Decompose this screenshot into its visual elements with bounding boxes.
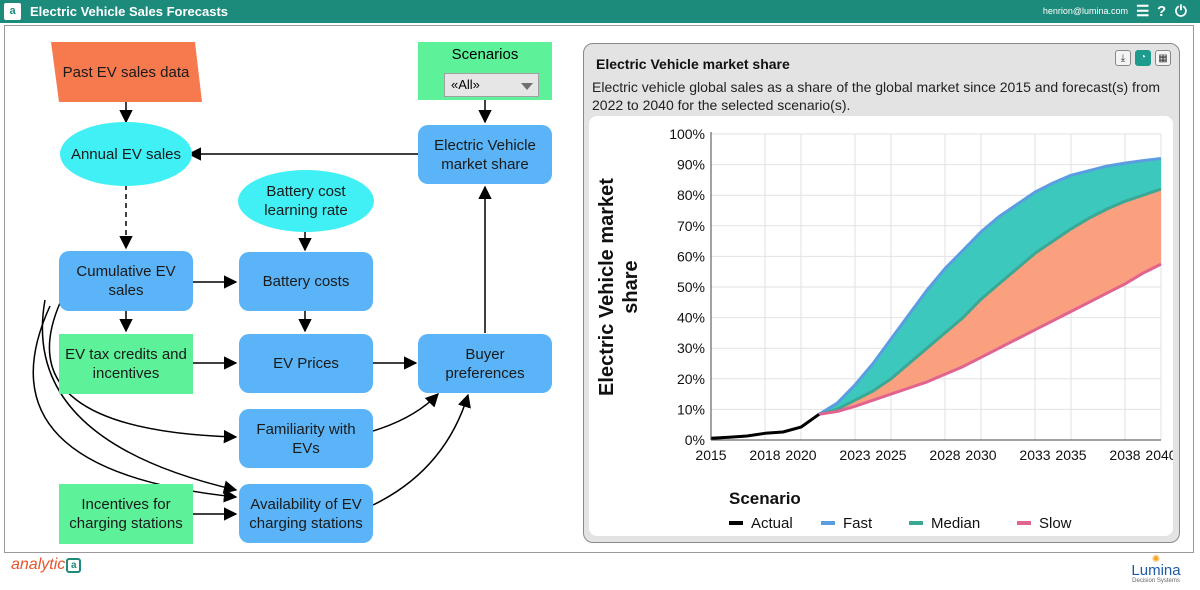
series-line-fast — [818, 157, 1162, 416]
past-sales-node[interactable]: Past EV sales data — [51, 42, 202, 102]
cumulative-sales-node[interactable]: Cumulative EV sales — [59, 251, 193, 311]
y-tick-label: 40% — [677, 310, 705, 326]
x-tick-label: 2025 — [875, 447, 906, 463]
tax-credits-label: EV tax credits and incentives — [65, 346, 187, 382]
past-sales-label: Past EV sales data — [63, 64, 190, 81]
ev-prices-label: EV Prices — [273, 355, 339, 372]
x-tick-label: 2028 — [929, 447, 960, 463]
band-median-slow — [819, 189, 1161, 415]
battery-costs-label: Battery costs — [262, 273, 350, 290]
x-tick-label: 2020 — [785, 447, 816, 463]
availability-node[interactable]: Availability of EV charging stations — [239, 484, 373, 543]
chart-view-icon[interactable]: ◔ — [1135, 50, 1151, 66]
y-axis-label: Electric Vehicle market share — [596, 178, 642, 396]
series-line-slow — [818, 262, 1162, 416]
buyer-prefs-label: Buyer preferences — [445, 345, 525, 382]
x-tick-labels: 2015 2018 2020 2023 2025 2028 2030 2033 2035 2038… — [695, 447, 1176, 463]
chevron-down-icon[interactable] — [521, 83, 533, 90]
legend-label-slow: Slow — [1039, 515, 1072, 532]
chart-lines — [710, 157, 1162, 440]
y-tick-label: 0% — [685, 432, 705, 448]
scenarios-node: Scenarios «All» — [418, 42, 552, 100]
chart-area: 0% 10% 20% 30% 40% 50% 60% 70% 80% 90% 100% 2015 20… — [589, 116, 1177, 536]
x-tick-label: 2023 — [839, 447, 870, 463]
power-icon[interactable]: ⏻ — [1175, 3, 1187, 20]
market-share-label: Electric Vehicle market share — [434, 136, 536, 173]
chart-panel: Electric Vehicle market share ⤓ ◔ ▦ Elec… — [583, 43, 1180, 543]
battery-rate-label: Battery cost learning rate — [264, 183, 348, 219]
annual-sales-label: Annual EV sales — [70, 145, 182, 163]
y-tick-label: 30% — [677, 340, 705, 356]
ev-prices-node[interactable]: EV Prices — [239, 334, 373, 393]
scenarios-label: Scenarios — [451, 46, 519, 63]
y-axis-label-line1: Electric Vehicle market — [596, 178, 618, 396]
app-title: Electric Vehicle Sales Forecasts — [30, 4, 229, 19]
battery-costs-node[interactable]: Battery costs — [239, 252, 373, 311]
legend-title: Scenario — [729, 489, 801, 508]
title-bar: a Electric Vehicle Sales Forecasts henri… — [0, 0, 1200, 23]
hamburger-icon[interactable]: ☰ — [1136, 3, 1150, 20]
analytica-brand-text: analytic — [11, 556, 66, 573]
tax-credits-node[interactable]: EV tax credits and incentives — [59, 334, 193, 394]
battery-rate-node[interactable]: Battery cost learning rate — [238, 170, 374, 232]
band-fast-median — [819, 158, 1161, 415]
y-tick-label: 80% — [677, 187, 705, 203]
chart-legend: Scenario Actual Fast Median Slow — [729, 489, 1072, 532]
analytica-brand-mark: a — [66, 558, 82, 573]
familiarity-label: Familiarity with EVs — [256, 420, 356, 457]
lumina-brand-name: Lumina — [1131, 562, 1181, 579]
y-tick-label: 50% — [677, 279, 705, 295]
help-icon[interactable]: ? — [1157, 3, 1167, 20]
market-share-chart: 0%10%20%30%40%50%60%70%80%90%100% 2015 20… — [596, 126, 1177, 532]
x-tick-label: 2038 — [1109, 447, 1140, 463]
legend-label-fast: Fast — [843, 515, 873, 532]
x-tick-label: 2033 — [1019, 447, 1050, 463]
analytica-brand: analytic a — [11, 556, 82, 574]
chart-description: Electric vehicle global sales as a share… — [592, 79, 1161, 113]
series-line-actual — [710, 413, 820, 440]
y-tick-label: 20% — [677, 371, 705, 387]
legend-label-median: Median — [931, 515, 980, 532]
lumina-brand: ✺ Lumina Decision Systems — [1126, 555, 1186, 585]
y-axis-label-line2: share — [620, 260, 642, 313]
lumina-sun-icon: ✺ — [1151, 554, 1161, 565]
legend-label-actual: Actual — [751, 515, 793, 532]
y-tick-label: 60% — [677, 248, 705, 264]
y-tick-label: 90% — [677, 157, 705, 173]
availability-label: Availability of EV charging stations — [249, 495, 363, 532]
scenarios-selected-value: «All» — [451, 77, 480, 92]
series-line-median — [818, 187, 1162, 416]
annual-sales-node[interactable]: Annual EV sales — [60, 122, 192, 186]
x-tick-label: 2015 — [695, 447, 726, 463]
chart-bands — [819, 158, 1161, 415]
table-view-icon[interactable]: ▦ — [1155, 50, 1171, 66]
analytica-logo-icon[interactable]: a — [4, 3, 21, 20]
incentives-charging-label: Incentives for charging stations — [69, 496, 183, 532]
market-share-node[interactable]: Electric Vehicle market share — [418, 125, 552, 184]
download-icon[interactable]: ⤓ — [1115, 50, 1131, 66]
x-tick-label: 2030 — [965, 447, 996, 463]
lumina-brand-sub: Decision Systems — [1132, 578, 1180, 584]
x-tick-label: 2040 — [1145, 447, 1173, 463]
x-tick-label: 2035 — [1055, 447, 1086, 463]
y-tick-labels: 0% 10% 20% 30% 40% 50% 60% 70% 80% 90% 100% — [669, 126, 705, 448]
scenarios-dropdown[interactable]: «All» — [444, 73, 539, 97]
y-tick-label: 10% — [677, 401, 705, 417]
user-email[interactable]: henrion@lumina.com — [1042, 6, 1128, 16]
cumulative-sales-label: Cumulative EV sales — [76, 263, 176, 299]
x-tick-label: 2018 — [749, 447, 780, 463]
buyer-prefs-node[interactable]: Buyer preferences — [418, 334, 552, 393]
y-tick-label: 100% — [669, 126, 705, 142]
familiarity-node[interactable]: Familiarity with EVs — [239, 409, 373, 468]
y-tick-label: 70% — [677, 218, 705, 234]
chart-panel-title: Electric Vehicle market share — [596, 56, 790, 72]
incentives-charging-node[interactable]: Incentives for charging stations — [59, 484, 193, 544]
